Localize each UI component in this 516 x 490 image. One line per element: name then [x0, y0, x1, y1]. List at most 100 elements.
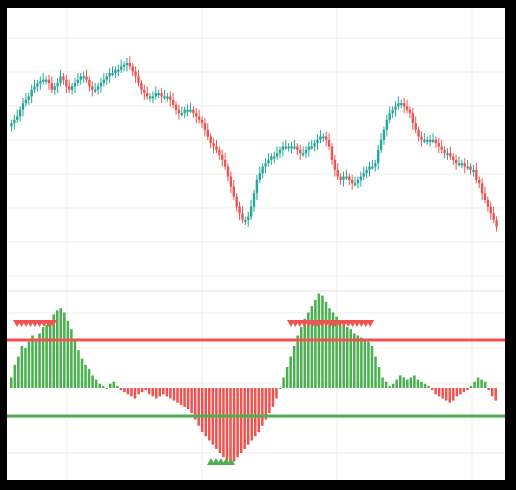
oscillator-bar[interactable]	[459, 388, 462, 395]
candle-body[interactable]	[483, 193, 487, 200]
candle-body[interactable]	[324, 136, 328, 140]
candle-body[interactable]	[339, 176, 342, 180]
oscillator-bar[interactable]	[434, 388, 437, 395]
candle-body[interactable]	[478, 179, 481, 184]
oscillator-bar[interactable]	[105, 388, 109, 389]
candle-body[interactable]	[454, 159, 458, 164]
candle-body[interactable]	[70, 86, 74, 90]
candle-body[interactable]	[394, 106, 397, 110]
candle-body[interactable]	[385, 119, 389, 130]
candle-body[interactable]	[443, 149, 446, 154]
oscillator-bar[interactable]	[232, 388, 236, 462]
candle-body[interactable]	[36, 83, 39, 87]
candle-body[interactable]	[218, 149, 221, 155]
oscillator-bar[interactable]	[84, 364, 87, 388]
candle-body[interactable]	[371, 166, 374, 169]
candle-body[interactable]	[348, 176, 351, 180]
oscillator-bar[interactable]	[278, 388, 282, 389]
candle-body[interactable]	[73, 83, 77, 87]
candle-body[interactable]	[62, 76, 65, 80]
candle-body[interactable]	[99, 83, 103, 87]
oscillator-bar[interactable]	[172, 388, 176, 401]
candle-body[interactable]	[235, 196, 238, 207]
candle-body[interactable]	[108, 73, 111, 77]
candle-body[interactable]	[353, 183, 357, 186]
oscillator-bar[interactable]	[480, 379, 483, 388]
oscillator-bar[interactable]	[48, 322, 52, 388]
oscillator-bar[interactable]	[367, 341, 370, 388]
candle-body[interactable]	[365, 169, 368, 174]
oscillator-bar[interactable]	[356, 335, 360, 389]
oscillator-bar[interactable]	[183, 388, 186, 407]
oscillator-bar[interactable]	[147, 388, 151, 395]
oscillator-bar[interactable]	[455, 388, 459, 397]
oscillator-bar[interactable]	[80, 358, 84, 388]
candle-body[interactable]	[180, 113, 184, 116]
candle-body[interactable]	[241, 213, 244, 220]
oscillator-bar[interactable]	[483, 381, 487, 388]
oscillator-bar[interactable]	[59, 308, 63, 388]
candle-body[interactable]	[480, 183, 484, 194]
candle-body[interactable]	[255, 179, 259, 194]
candle-body[interactable]	[489, 206, 492, 214]
candle-body[interactable]	[252, 193, 256, 207]
candle-body[interactable]	[293, 146, 296, 149]
oscillator-bar[interactable]	[55, 310, 59, 388]
oscillator-bar[interactable]	[109, 383, 112, 388]
oscillator-bar[interactable]	[179, 388, 183, 405]
candle-body[interactable]	[287, 146, 290, 149]
oscillator-bar[interactable]	[398, 375, 402, 388]
candle-body[interactable]	[154, 93, 158, 97]
candle-body[interactable]	[475, 169, 478, 180]
oscillator-bar[interactable]	[275, 388, 278, 399]
oscillator-bar[interactable]	[289, 356, 292, 389]
oscillator-bar[interactable]	[130, 388, 133, 397]
oscillator-bar[interactable]	[349, 329, 353, 388]
oscillator-bar[interactable]	[324, 301, 328, 388]
candle-body[interactable]	[192, 109, 195, 114]
candle-body[interactable]	[437, 143, 441, 147]
candle-body[interactable]	[96, 86, 100, 90]
oscillator-bar[interactable]	[116, 385, 119, 388]
oscillator-bar[interactable]	[296, 335, 299, 389]
oscillator-bar[interactable]	[303, 318, 307, 388]
candle-body[interactable]	[16, 116, 19, 120]
oscillator-bar[interactable]	[342, 325, 345, 388]
oscillator-bar[interactable]	[406, 379, 409, 388]
candle-body[interactable]	[169, 96, 172, 100]
candle-body[interactable]	[379, 139, 383, 150]
oscillator-bar[interactable]	[441, 388, 444, 399]
oscillator-bar[interactable]	[402, 377, 406, 389]
oscillator-bar[interactable]	[66, 320, 70, 388]
candle-body[interactable]	[301, 153, 305, 156]
candle-body[interactable]	[296, 146, 299, 150]
oscillator-bar[interactable]	[490, 388, 494, 397]
candle-body[interactable]	[163, 96, 166, 99]
candle-body[interactable]	[264, 163, 267, 167]
oscillator-bar[interactable]	[200, 388, 204, 433]
candle-body[interactable]	[148, 96, 152, 99]
candle-body[interactable]	[350, 179, 354, 184]
oscillator-bar[interactable]	[176, 388, 179, 403]
oscillator-bar[interactable]	[250, 388, 253, 441]
candle-body[interactable]	[203, 123, 207, 130]
oscillator-bar[interactable]	[370, 346, 374, 388]
oscillator-bar[interactable]	[10, 377, 13, 389]
candle-body[interactable]	[221, 154, 224, 160]
oscillator-bar[interactable]	[416, 379, 420, 388]
candle-body[interactable]	[290, 146, 293, 149]
oscillator-bar[interactable]	[271, 388, 275, 407]
oscillator-bar[interactable]	[190, 388, 193, 414]
candle-body[interactable]	[249, 206, 253, 217]
candle-body[interactable]	[13, 119, 16, 124]
candle-body[interactable]	[333, 159, 337, 170]
candle-body[interactable]	[27, 96, 30, 100]
candle-body[interactable]	[174, 104, 178, 110]
candle-body[interactable]	[495, 219, 498, 227]
oscillator-bar[interactable]	[31, 335, 34, 389]
oscillator-bar[interactable]	[193, 388, 197, 420]
candle-body[interactable]	[111, 73, 114, 76]
candle-body[interactable]	[195, 113, 198, 117]
oscillator-bar[interactable]	[395, 379, 398, 388]
candle-body[interactable]	[53, 86, 56, 90]
